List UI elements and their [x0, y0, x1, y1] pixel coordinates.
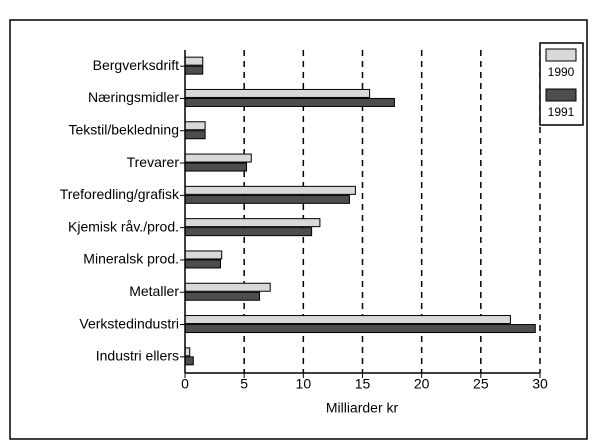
- bar: [184, 282, 271, 292]
- bar: [184, 65, 204, 75]
- x-tick-label: 10: [296, 376, 312, 392]
- bar: [184, 291, 261, 301]
- bar: [184, 324, 536, 334]
- x-tick-label: 25: [473, 376, 489, 392]
- x-tick-label: 0: [181, 376, 189, 392]
- y-tick-label: Trevarer: [127, 154, 180, 170]
- bar: [184, 185, 356, 195]
- y-tick-label: Treforedling/grafisk: [60, 186, 180, 202]
- y-tick-label: Industri ellers: [96, 348, 179, 364]
- y-tick-label: Metaller: [129, 283, 179, 299]
- legend-label: 1991: [548, 105, 575, 119]
- y-tick-label: Næringsmidler: [88, 89, 179, 105]
- bar: [184, 153, 252, 163]
- bar: [184, 250, 223, 260]
- bar: [184, 194, 350, 204]
- x-tick-label: 5: [240, 376, 248, 392]
- bar: [184, 356, 194, 366]
- frame: [9, 19, 588, 440]
- bar: [184, 56, 204, 66]
- legend-swatch: [545, 88, 577, 102]
- y-tick-label: Tekstil/bekledning: [68, 121, 179, 137]
- bar: [184, 97, 395, 107]
- bar: [184, 227, 313, 237]
- bar: [184, 218, 321, 228]
- x-axis-label: Milliarder kr: [326, 400, 399, 416]
- y-tick-label: Bergverksdrift: [93, 57, 179, 73]
- bar: [184, 88, 371, 98]
- bar: [184, 162, 248, 172]
- bar: [184, 315, 511, 325]
- y-tick-label: Kjemisk råv./prod.: [68, 218, 179, 234]
- x-tick-label: 20: [414, 376, 430, 392]
- bar: [184, 259, 221, 269]
- y-tick-label: Mineralsk prod.: [83, 251, 179, 267]
- bar: [184, 121, 206, 131]
- legend-swatch: [545, 48, 577, 62]
- legend-label: 1990: [548, 65, 575, 79]
- bar: [184, 130, 206, 140]
- x-tick-label: 30: [532, 376, 548, 392]
- x-tick-label: 15: [355, 376, 371, 392]
- y-tick-label: Verkstedindustri: [79, 315, 179, 331]
